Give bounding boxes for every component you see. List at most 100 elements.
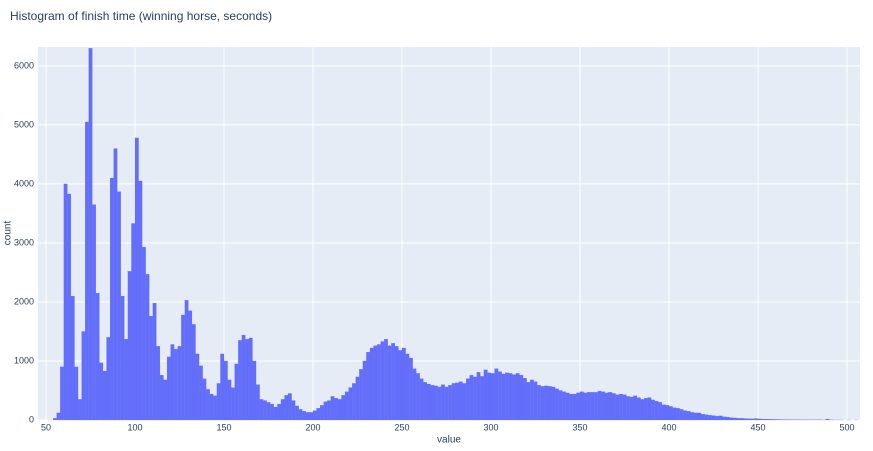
bar <box>227 379 232 421</box>
x-tick-label: 300 <box>483 422 498 432</box>
bar <box>629 396 634 421</box>
bar <box>344 391 349 421</box>
x-tick-label: 50 <box>41 422 51 432</box>
bar <box>234 363 239 421</box>
bar <box>149 316 153 421</box>
bar <box>330 396 335 421</box>
bar <box>295 405 299 421</box>
bar <box>594 392 598 421</box>
bar <box>562 391 566 421</box>
bar <box>174 349 178 421</box>
bar <box>277 403 282 421</box>
bar <box>825 419 830 421</box>
bar <box>458 381 463 421</box>
bar <box>551 386 556 421</box>
bar <box>280 399 285 421</box>
bar <box>747 418 751 421</box>
bar <box>572 393 577 421</box>
bar <box>419 378 424 421</box>
bar <box>729 417 734 421</box>
bar <box>501 373 506 421</box>
bar <box>266 402 271 421</box>
bar <box>554 388 559 421</box>
y-tick-label: 6000 <box>14 60 34 70</box>
bar <box>206 389 210 421</box>
bar <box>355 376 360 421</box>
bar <box>131 223 136 421</box>
bar <box>583 392 588 421</box>
bar <box>248 337 253 421</box>
bar <box>156 346 161 421</box>
bar <box>725 416 730 421</box>
bar <box>672 407 677 421</box>
bar <box>579 391 584 421</box>
bar <box>287 393 292 421</box>
bar <box>92 204 96 421</box>
bar <box>750 418 755 421</box>
bar <box>416 373 420 421</box>
bar <box>640 399 645 421</box>
bar <box>743 418 748 421</box>
bar <box>686 411 691 421</box>
x-tick-label: 400 <box>661 422 676 432</box>
bar <box>113 148 118 421</box>
bar <box>60 366 64 421</box>
bar <box>740 418 744 421</box>
bar <box>647 397 652 421</box>
bar <box>394 346 399 421</box>
bar <box>693 412 698 421</box>
bar <box>209 393 214 421</box>
bar <box>430 385 435 421</box>
x-tick-label: 150 <box>216 422 231 432</box>
bar <box>401 347 406 421</box>
bar <box>99 362 104 421</box>
bar <box>124 339 128 421</box>
bar <box>761 418 766 421</box>
bar <box>708 415 712 421</box>
bar <box>220 353 225 421</box>
bar <box>138 180 143 421</box>
bar <box>679 409 684 421</box>
bar <box>704 414 709 421</box>
bar <box>547 386 552 421</box>
bar <box>576 392 581 421</box>
bar <box>74 366 79 421</box>
bar <box>565 392 570 421</box>
bar <box>676 408 680 421</box>
x-tick-label: 250 <box>394 422 409 432</box>
bar <box>231 387 235 421</box>
bar <box>305 412 310 421</box>
bar <box>202 378 207 421</box>
bar <box>772 419 776 421</box>
bar <box>245 339 250 421</box>
bar <box>213 395 217 421</box>
bar <box>152 303 157 421</box>
chart-title: Histogram of finish time (winning horse,… <box>10 9 272 23</box>
bar <box>423 382 428 421</box>
bar <box>341 395 346 421</box>
bar <box>736 418 741 421</box>
bar <box>697 412 702 421</box>
bar <box>142 246 146 421</box>
y-axis-title: count <box>3 221 14 246</box>
bar <box>117 191 121 421</box>
bar <box>715 416 719 421</box>
bar <box>711 415 716 421</box>
bar <box>768 419 773 421</box>
x-tick-label: 450 <box>750 422 765 432</box>
bar <box>661 404 666 421</box>
bar <box>476 372 481 421</box>
bar <box>448 385 452 421</box>
bar <box>255 384 260 421</box>
bar <box>263 400 267 421</box>
bar <box>633 395 638 421</box>
bar <box>273 406 278 421</box>
bar <box>53 418 57 421</box>
bar <box>654 401 659 421</box>
bar <box>170 344 175 421</box>
bar <box>718 415 723 421</box>
bar <box>441 384 445 421</box>
bar <box>352 383 356 421</box>
bar <box>291 400 296 421</box>
